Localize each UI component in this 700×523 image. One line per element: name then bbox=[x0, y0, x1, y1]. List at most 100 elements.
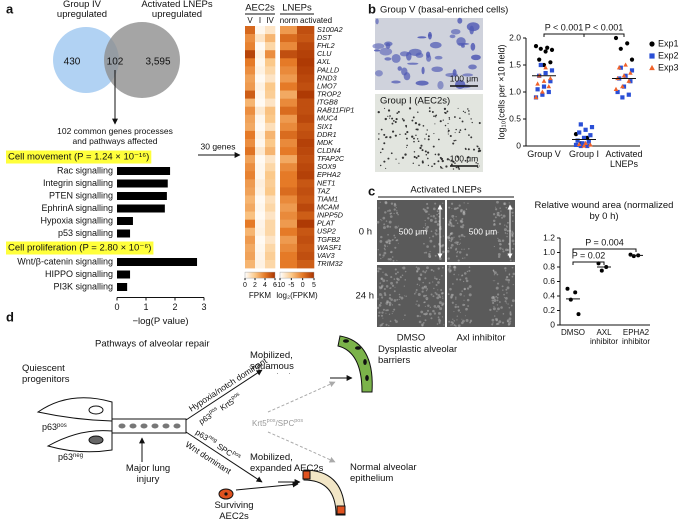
texture bbox=[468, 247, 470, 250]
label: Normal alveolar epithelium bbox=[350, 462, 417, 484]
heat-cell bbox=[245, 147, 256, 156]
cell-blob bbox=[469, 25, 474, 35]
heat-cell bbox=[280, 98, 298, 107]
y-tick-label: 1.0 bbox=[543, 247, 555, 257]
texture bbox=[391, 313, 393, 315]
texture bbox=[400, 296, 404, 300]
heat-cell bbox=[245, 260, 256, 269]
texture bbox=[462, 280, 465, 283]
texture bbox=[450, 224, 453, 228]
texture bbox=[450, 293, 453, 296]
texture bbox=[401, 274, 404, 277]
heat-cell bbox=[280, 211, 298, 220]
texture bbox=[393, 212, 395, 215]
texture bbox=[423, 301, 426, 304]
heat-cell bbox=[280, 179, 298, 188]
cell-dot bbox=[412, 162, 414, 164]
texture bbox=[423, 294, 426, 298]
colorbar-tick-label: 6 bbox=[273, 282, 277, 289]
texture bbox=[378, 253, 382, 256]
texture bbox=[429, 250, 431, 253]
point bbox=[599, 268, 604, 273]
heat-cell bbox=[255, 203, 266, 212]
texture bbox=[455, 247, 458, 250]
row-label: SOX9 bbox=[317, 162, 336, 171]
cell-dot bbox=[422, 124, 425, 127]
heat-cell bbox=[265, 179, 276, 188]
row-label: CLU bbox=[317, 49, 332, 58]
cell-dot bbox=[412, 116, 415, 119]
texture bbox=[504, 297, 506, 299]
texture bbox=[424, 305, 426, 307]
heat-cell bbox=[255, 106, 266, 116]
x-tick-label: Activated LNEPs bbox=[605, 149, 642, 169]
cell-dot bbox=[467, 148, 470, 151]
heat-cell bbox=[297, 106, 315, 116]
row-label: DST bbox=[317, 33, 332, 42]
point bbox=[583, 140, 588, 145]
row-label: PALLD bbox=[317, 65, 339, 74]
texture bbox=[389, 293, 392, 296]
texture bbox=[384, 293, 387, 297]
texture bbox=[399, 296, 401, 298]
venn-count: 3,595 bbox=[145, 57, 170, 68]
y-tick-label: 0 bbox=[550, 319, 555, 329]
texture bbox=[442, 250, 445, 254]
texture bbox=[463, 299, 465, 301]
legend-marker bbox=[649, 53, 655, 59]
cell-dot bbox=[413, 137, 415, 140]
cell-dot bbox=[467, 108, 469, 110]
label-sup: pos bbox=[231, 450, 242, 460]
texture bbox=[391, 239, 394, 241]
x-tick-label: EPHA2 inhibitor bbox=[622, 328, 650, 346]
texture bbox=[380, 235, 383, 239]
texture bbox=[396, 259, 398, 261]
texture bbox=[491, 323, 494, 326]
texture bbox=[449, 234, 451, 237]
texture bbox=[393, 290, 396, 293]
heat-cell bbox=[265, 163, 276, 172]
cell-dot bbox=[461, 120, 464, 123]
texture bbox=[413, 292, 416, 295]
texture bbox=[438, 321, 441, 324]
texture bbox=[511, 230, 514, 233]
texture bbox=[501, 216, 504, 219]
x-tick-label: Group V bbox=[527, 149, 561, 159]
texture bbox=[394, 319, 397, 322]
texture bbox=[424, 225, 426, 227]
texture bbox=[388, 324, 390, 327]
bar-label: Hypoxia signalling bbox=[40, 215, 113, 225]
arrow bbox=[185, 431, 263, 483]
texture bbox=[508, 202, 510, 204]
texture bbox=[380, 257, 382, 260]
texture bbox=[494, 317, 498, 321]
heat-cell bbox=[265, 58, 276, 67]
cell-dot bbox=[437, 160, 440, 163]
x-tick-label: Group I bbox=[569, 149, 599, 159]
label-part: p63 bbox=[42, 422, 57, 432]
label: Normal alveolar epithelium bbox=[350, 462, 417, 484]
texture bbox=[455, 278, 459, 281]
diagram: Pathways of alveolar repair Quiescent pr… bbox=[22, 335, 457, 522]
texture bbox=[390, 212, 393, 215]
texture bbox=[440, 244, 444, 248]
cell-dot bbox=[421, 160, 424, 163]
cell-blob bbox=[401, 67, 408, 76]
texture bbox=[423, 226, 425, 229]
texture bbox=[456, 222, 459, 224]
texture bbox=[464, 315, 466, 317]
cell-dot bbox=[457, 107, 459, 109]
texture bbox=[434, 202, 437, 205]
heat-cell bbox=[255, 26, 266, 35]
texture bbox=[492, 301, 495, 305]
texture bbox=[391, 304, 394, 306]
cell-blob bbox=[468, 64, 477, 70]
nucleus bbox=[88, 405, 104, 415]
texture bbox=[449, 218, 452, 222]
texture bbox=[428, 312, 432, 316]
heat-cell bbox=[245, 122, 256, 132]
texture bbox=[403, 295, 405, 297]
cell-dot bbox=[444, 112, 447, 115]
bar bbox=[117, 229, 131, 238]
texture bbox=[498, 301, 501, 303]
